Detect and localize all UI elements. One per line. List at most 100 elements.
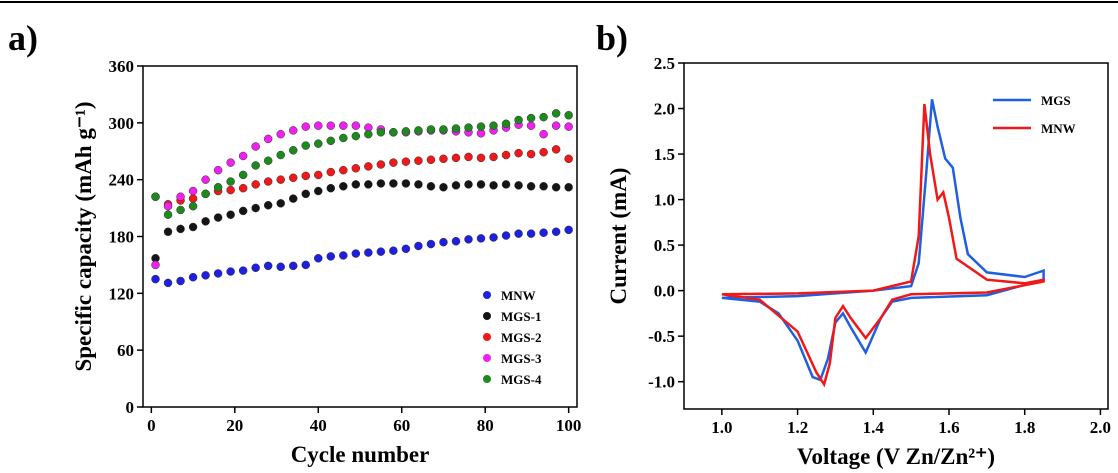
data-point xyxy=(314,254,323,263)
x-tick-label: 0 xyxy=(147,416,156,435)
data-point xyxy=(201,271,210,280)
data-point xyxy=(439,154,448,164)
data-point xyxy=(376,160,386,169)
data-point xyxy=(288,194,298,203)
data-point xyxy=(426,155,436,165)
data-point xyxy=(364,129,373,139)
data-point xyxy=(526,121,536,130)
data-point xyxy=(514,148,523,158)
data-point xyxy=(314,139,323,148)
data-point xyxy=(201,189,210,199)
data-point xyxy=(376,128,386,137)
panel-label: b) xyxy=(596,18,628,58)
legend-label: MNW xyxy=(501,288,536,303)
data-point xyxy=(163,210,173,219)
data-point xyxy=(526,229,536,238)
data-point xyxy=(489,121,498,130)
data-point xyxy=(188,194,198,203)
data-point xyxy=(501,119,511,129)
data-point xyxy=(326,183,336,193)
data-point xyxy=(514,181,523,190)
data-point xyxy=(339,165,348,175)
data-point xyxy=(539,228,548,237)
x-tick-label: 2.0 xyxy=(1090,418,1111,437)
data-point xyxy=(201,175,210,184)
data-point xyxy=(176,224,185,234)
data-point xyxy=(339,182,348,191)
data-point xyxy=(426,239,436,249)
y-tick-label: 1.5 xyxy=(654,145,675,164)
data-point xyxy=(564,111,573,120)
data-point xyxy=(251,161,260,170)
y-tick-label: 2.5 xyxy=(654,54,675,73)
data-point xyxy=(501,150,511,160)
data-point xyxy=(476,153,486,163)
data-point xyxy=(301,141,310,150)
data-point xyxy=(301,122,310,131)
data-point xyxy=(351,164,361,173)
data-point xyxy=(288,126,298,135)
y-tick-label: 240 xyxy=(109,171,135,190)
data-point xyxy=(238,183,248,193)
data-point xyxy=(439,237,448,247)
data-point xyxy=(326,252,336,261)
x-axis-label: Voltage (V Zn/Zn²⁺) xyxy=(797,444,995,469)
data-point xyxy=(514,229,523,238)
data-point xyxy=(326,136,336,146)
data-point xyxy=(401,244,411,254)
data-point xyxy=(276,175,285,184)
data-point xyxy=(414,126,423,135)
x-tick-label: 1.8 xyxy=(1014,418,1035,437)
data-point xyxy=(251,180,260,189)
data-point xyxy=(351,131,361,141)
data-point xyxy=(376,179,386,188)
data-point xyxy=(251,263,260,273)
data-point xyxy=(414,180,423,189)
data-point xyxy=(376,247,386,256)
data-point xyxy=(476,180,486,189)
data-point xyxy=(213,165,223,175)
legend-marker xyxy=(483,375,491,383)
plot-frame xyxy=(683,62,1109,410)
data-point xyxy=(401,179,411,188)
data-point xyxy=(176,192,185,201)
data-point xyxy=(489,233,498,242)
data-point xyxy=(163,201,173,211)
data-point xyxy=(288,146,298,155)
data-point xyxy=(151,260,160,270)
data-point xyxy=(464,152,473,162)
data-point xyxy=(389,246,398,255)
cv-curve xyxy=(721,99,1045,382)
data-point xyxy=(151,274,160,284)
data-point xyxy=(564,122,573,131)
data-point xyxy=(263,177,273,186)
data-point xyxy=(238,266,248,275)
data-point xyxy=(226,185,235,195)
data-point xyxy=(188,201,198,211)
data-point xyxy=(238,170,248,180)
panel-label: a) xyxy=(8,18,38,58)
data-point xyxy=(314,186,323,196)
y-tick-label: 180 xyxy=(109,228,135,247)
data-point xyxy=(351,249,361,258)
x-tick-label: 60 xyxy=(393,416,410,435)
data-point xyxy=(314,170,323,180)
data-point xyxy=(276,199,285,208)
data-point xyxy=(389,158,398,167)
data-point xyxy=(263,134,273,144)
data-point xyxy=(464,123,473,132)
data-point xyxy=(451,153,461,163)
legend-label: MGS-1 xyxy=(501,309,541,324)
data-point xyxy=(263,156,273,165)
data-point xyxy=(339,251,348,260)
x-tick-label: 1.0 xyxy=(711,418,732,437)
data-point xyxy=(426,182,436,191)
legend-marker xyxy=(483,291,491,299)
y-tick-label: 0 xyxy=(126,398,135,417)
data-point xyxy=(226,158,235,167)
data-point xyxy=(564,154,573,164)
x-tick-label: 100 xyxy=(556,416,582,435)
x-tick-label: 1.4 xyxy=(863,418,885,437)
data-point xyxy=(451,124,461,133)
y-tick-label: 2.0 xyxy=(654,100,675,119)
